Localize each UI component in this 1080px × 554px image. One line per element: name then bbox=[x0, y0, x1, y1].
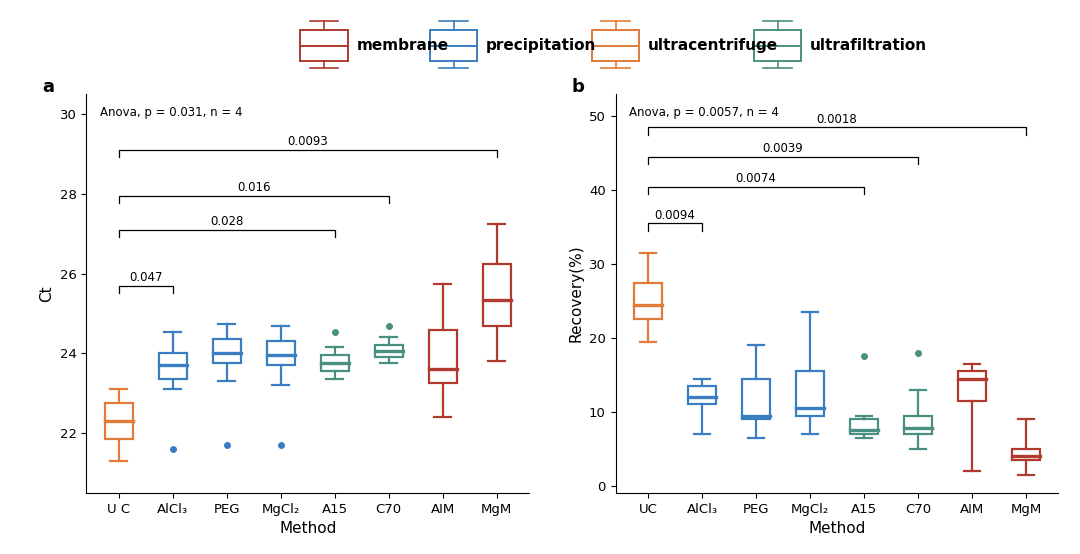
Bar bbox=[754, 30, 801, 61]
Bar bbox=[159, 353, 187, 379]
Bar bbox=[429, 330, 457, 383]
Y-axis label: Ct: Ct bbox=[39, 285, 54, 302]
Bar bbox=[634, 283, 662, 320]
Bar bbox=[375, 346, 403, 357]
Text: a: a bbox=[42, 78, 54, 96]
Text: 0.016: 0.016 bbox=[237, 181, 271, 194]
Text: 0.028: 0.028 bbox=[211, 215, 243, 228]
Bar bbox=[688, 386, 716, 404]
Text: Anova, p = 0.031, n = 4: Anova, p = 0.031, n = 4 bbox=[99, 106, 242, 119]
Text: ultrafiltration: ultrafiltration bbox=[810, 38, 927, 53]
Bar bbox=[105, 403, 133, 439]
Text: ultracentrifuge: ultracentrifuge bbox=[648, 38, 778, 53]
Text: precipitation: precipitation bbox=[486, 38, 596, 53]
X-axis label: Method: Method bbox=[808, 521, 866, 536]
Text: b: b bbox=[571, 78, 584, 96]
Bar bbox=[321, 356, 349, 371]
Bar bbox=[213, 340, 241, 363]
Text: 0.047: 0.047 bbox=[129, 271, 163, 284]
Bar bbox=[904, 416, 932, 434]
Bar bbox=[267, 341, 295, 366]
Text: 0.0039: 0.0039 bbox=[762, 142, 804, 155]
Bar bbox=[430, 30, 477, 61]
X-axis label: Method: Method bbox=[279, 521, 337, 536]
Bar bbox=[742, 378, 770, 419]
Bar bbox=[850, 419, 878, 434]
Text: 0.0093: 0.0093 bbox=[287, 135, 328, 148]
Bar bbox=[1012, 449, 1040, 460]
Text: Anova, p = 0.0057, n = 4: Anova, p = 0.0057, n = 4 bbox=[629, 106, 779, 119]
Text: 0.0094: 0.0094 bbox=[654, 209, 696, 222]
Bar bbox=[483, 264, 511, 326]
Bar bbox=[796, 371, 824, 416]
Text: membrane: membrane bbox=[356, 38, 448, 53]
Text: 0.0018: 0.0018 bbox=[816, 113, 858, 126]
Bar bbox=[300, 30, 348, 61]
Bar bbox=[592, 30, 639, 61]
Text: 0.0074: 0.0074 bbox=[735, 172, 777, 185]
Bar bbox=[958, 371, 986, 401]
Y-axis label: Recovery(%): Recovery(%) bbox=[568, 245, 583, 342]
